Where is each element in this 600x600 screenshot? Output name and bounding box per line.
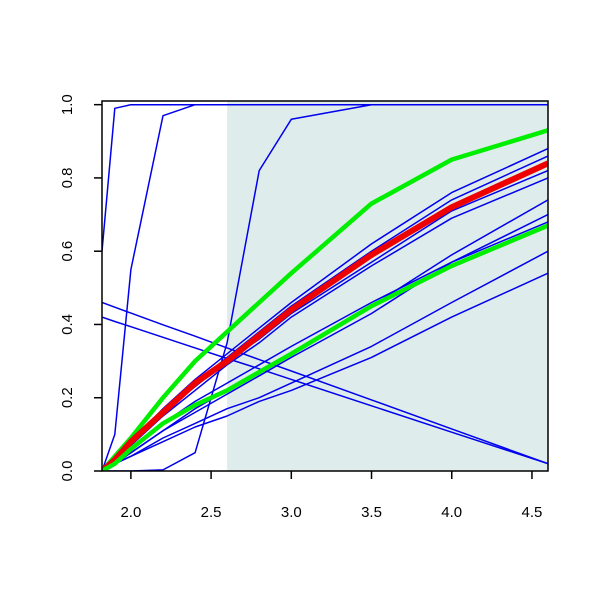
curve [102,103,548,471]
x-tick-label: 2.0 [120,504,141,521]
x-tick-label: 3.5 [361,504,382,521]
y-tick-label: 1.0 [59,94,76,115]
x-tick-label: 4.5 [522,504,543,521]
y-tick-label: 0.4 [59,314,76,335]
y-tick-label: 0.2 [59,387,76,408]
curve [102,272,548,471]
x-tick-label: 2.5 [201,504,222,521]
curve [102,160,548,471]
plot-area [102,103,548,471]
plot-box [101,100,549,472]
y-tick-label: 0.6 [59,241,76,262]
curve [102,223,548,471]
curve [102,301,548,465]
y-tick-label: 0.8 [59,168,76,189]
x-tick-label: 4.0 [441,504,462,521]
x-tick-label: 3.0 [281,504,302,521]
y-tick-label: 0.0 [59,461,76,482]
